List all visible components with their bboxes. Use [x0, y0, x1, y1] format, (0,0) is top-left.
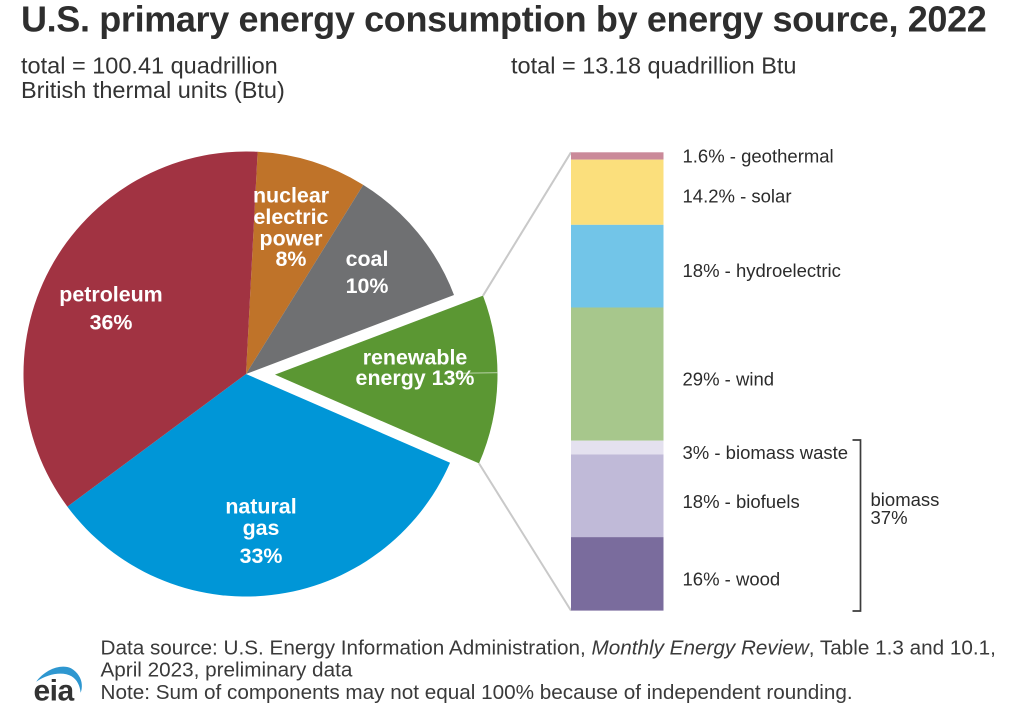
svg-text:total = 100.41 quadrillion: total = 100.41 quadrillion: [21, 53, 278, 79]
svg-text:eia: eia: [34, 675, 75, 707]
svg-text:29% - wind: 29% - wind: [683, 368, 775, 389]
svg-text:33%: 33%: [240, 544, 283, 568]
svg-text:Data source: U.S. Energy Infor: Data source: U.S. Energy Information Adm…: [101, 636, 996, 659]
svg-text:total = 13.18 quadrillion Btu: total = 13.18 quadrillion Btu: [511, 53, 796, 79]
svg-text:16% - wood: 16% - wood: [683, 569, 781, 590]
svg-text:power: power: [260, 226, 323, 250]
svg-text:18% - biofuels: 18% - biofuels: [683, 491, 800, 512]
svg-text:36%: 36%: [90, 311, 133, 335]
svg-text:18% - hydroelectric: 18% - hydroelectric: [683, 260, 841, 281]
svg-text:natural: natural: [225, 495, 296, 519]
svg-text:nuclear: nuclear: [253, 184, 329, 208]
svg-text:1.6% - geothermal: 1.6% - geothermal: [683, 145, 834, 166]
svg-text:biomass: biomass: [871, 489, 940, 510]
svg-text:petroleum: petroleum: [59, 282, 162, 306]
svg-text:10%: 10%: [346, 274, 389, 298]
svg-text:3% - biomass waste: 3% - biomass waste: [683, 442, 849, 463]
svg-text:British thermal units (Btu): British thermal units (Btu): [21, 77, 285, 103]
svg-text:37%: 37%: [871, 507, 908, 528]
svg-text:electric: electric: [254, 205, 329, 229]
svg-text:April 2023, preliminary data: April 2023, preliminary data: [101, 659, 353, 682]
svg-text:energy 13%: energy 13%: [356, 366, 475, 390]
svg-text:Note: Sum of components may no: Note: Sum of components may not equal 10…: [101, 681, 853, 704]
svg-text:U.S. primary energy consumptio: U.S. primary energy consumption by energ…: [21, 0, 986, 40]
svg-text:gas: gas: [243, 516, 280, 540]
svg-text:coal: coal: [346, 247, 389, 271]
svg-text:8%: 8%: [276, 247, 307, 271]
svg-text:14.2% - solar: 14.2% - solar: [683, 186, 792, 207]
svg-text:renewable: renewable: [363, 346, 468, 370]
